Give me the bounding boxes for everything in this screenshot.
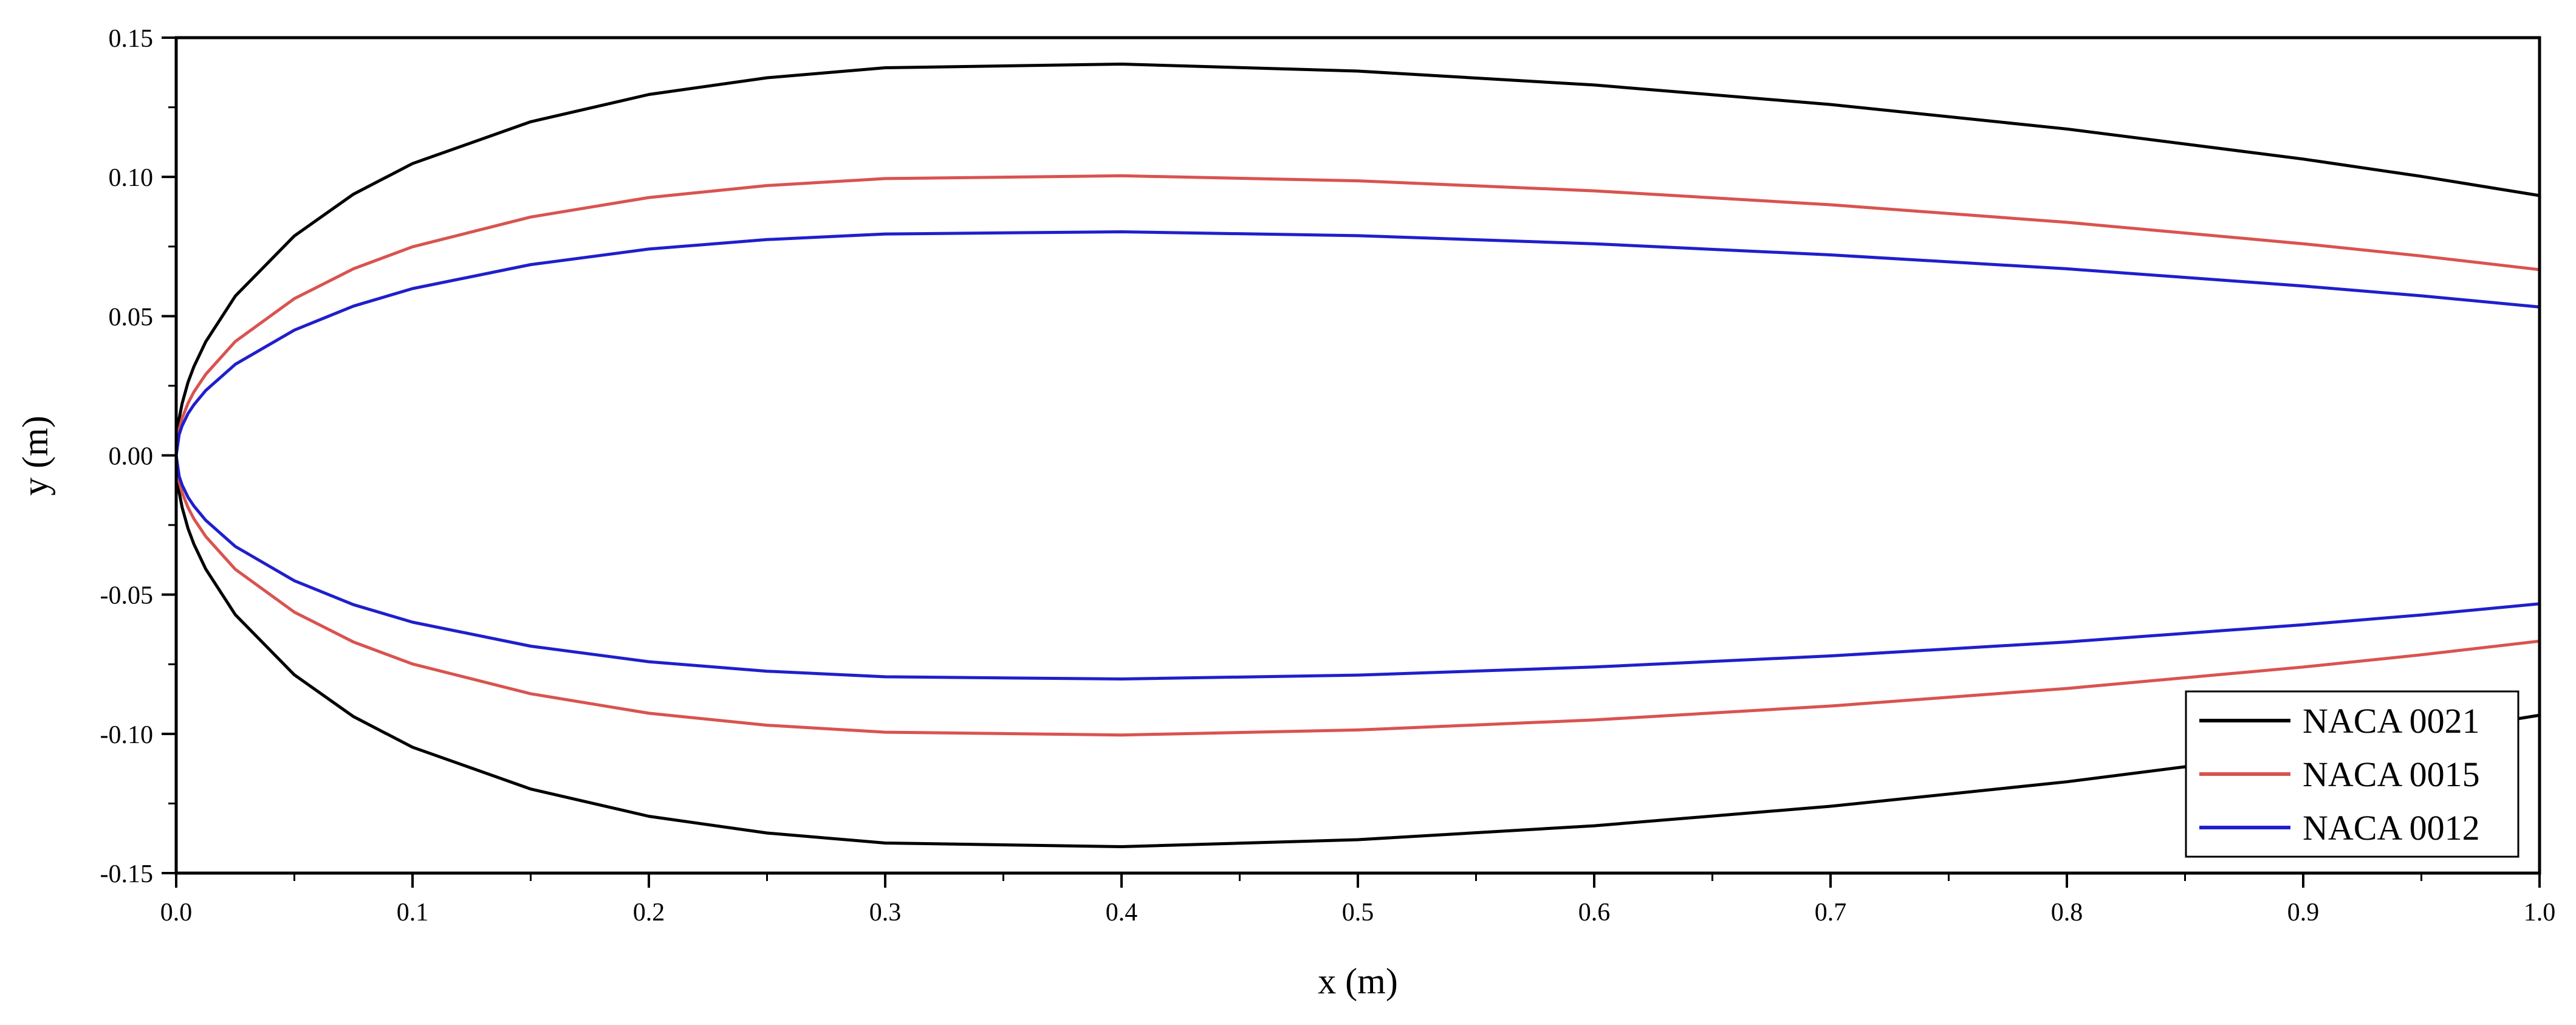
x-tick-label: 0.6 [1578, 899, 1611, 927]
legend-label: NACA 0021 [2303, 701, 2480, 741]
x-tick-label: 0.1 [397, 899, 429, 927]
legend-label: NACA 0015 [2303, 755, 2480, 794]
x-tick-label: 0.2 [633, 899, 665, 927]
x-axis-label: x (m) [1318, 961, 1398, 1001]
y-tick-label: 0.00 [109, 443, 154, 471]
y-tick-label: -0.15 [100, 860, 154, 888]
x-tick-label: 0.9 [2287, 899, 2320, 927]
x-tick-label: 0.7 [1815, 899, 1847, 927]
x-axis-ticks: 0.0 0.1 0.2 0.3 0.4 0.5 0.6 0.7 0.8 0.9 1.0 [160, 873, 2556, 927]
y-tick-label: 0.10 [109, 164, 154, 192]
y-tick-label: -0.10 [100, 721, 154, 749]
legend: NACA 0021 NACA 0015 NACA 0012 [2185, 690, 2519, 858]
legend-label: NACA 0012 [2303, 808, 2480, 848]
x-tick-label: 0.8 [2051, 899, 2083, 927]
y-tick-label: 0.15 [109, 25, 154, 53]
x-tick-label: 0.4 [1106, 899, 1138, 927]
x-tick-label: 0.3 [869, 899, 902, 927]
x-tick-label: 0.0 [160, 899, 193, 927]
x-tick-label: 0.5 [1342, 899, 1374, 927]
y-axis-ticks: -0.15 -0.10 -0.05 0.00 0.05 0.10 0.15 [100, 25, 176, 888]
y-tick-label: 0.05 [109, 303, 154, 331]
y-tick-label: -0.05 [100, 582, 154, 610]
x-tick-label: 1.0 [2524, 899, 2556, 927]
y-axis-label: y (m) [15, 416, 55, 496]
